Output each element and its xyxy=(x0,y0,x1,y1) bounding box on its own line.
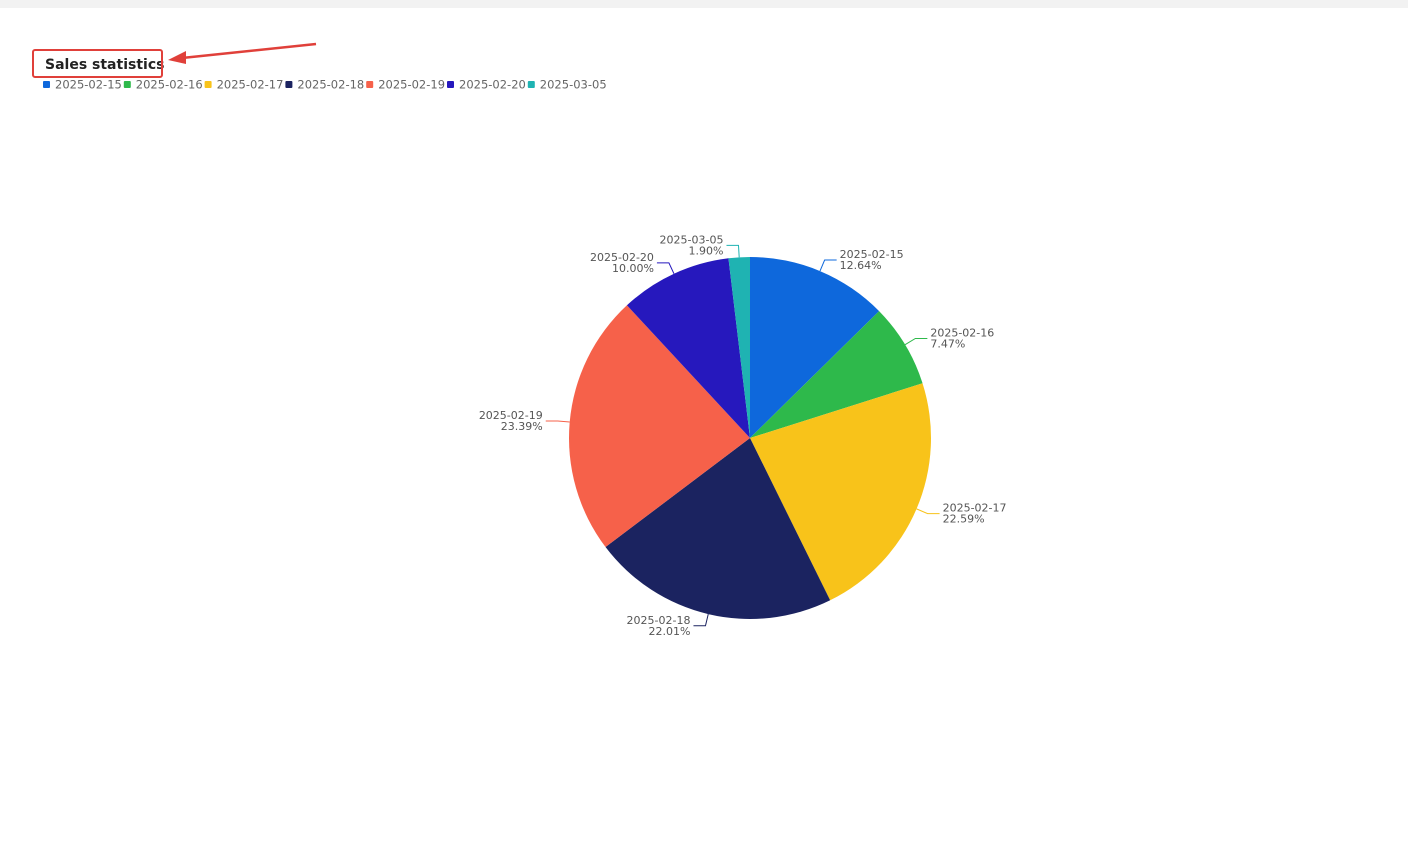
leader-line xyxy=(819,259,837,272)
top-bar xyxy=(0,0,1408,8)
slice-value: 10.00% xyxy=(612,262,654,275)
legend-label: 2025-02-20 xyxy=(459,78,526,92)
slice-label: 2025-02-16 xyxy=(930,326,994,339)
leader-line xyxy=(726,244,740,258)
highlight-box xyxy=(32,49,163,78)
pie-slice xyxy=(728,257,750,438)
leader-line xyxy=(693,614,709,627)
legend-label: 2025-02-15 xyxy=(55,78,122,92)
legend-label: 2025-02-17 xyxy=(217,78,284,92)
leader-line xyxy=(916,508,940,515)
slice-value: 7.47% xyxy=(930,337,965,350)
leader-line xyxy=(545,420,570,423)
slice-value: 22.01% xyxy=(649,625,691,638)
legend-swatch xyxy=(527,81,535,88)
pie-slice xyxy=(750,383,931,601)
legend-swatch xyxy=(123,81,131,88)
slice-value: 1.90% xyxy=(689,244,724,257)
annotation-arrow xyxy=(181,42,317,60)
slice-label: 2025-02-18 xyxy=(627,614,691,627)
chart-title: Sales statistics xyxy=(45,57,164,73)
slice-label: 2025-03-05 xyxy=(660,233,724,246)
pie-slice xyxy=(750,311,923,438)
slice-value: 12.64% xyxy=(840,259,882,272)
slice-value: 22.59% xyxy=(943,513,985,526)
legend-label: 2025-02-18 xyxy=(297,78,364,92)
legend-swatch xyxy=(285,81,293,88)
legend-label: 2025-02-16 xyxy=(136,78,203,92)
legend-swatch xyxy=(204,81,212,88)
arrow-head xyxy=(168,51,186,64)
legend-swatch xyxy=(43,81,50,88)
leader-line xyxy=(656,262,675,274)
pie-slice xyxy=(626,258,750,438)
pie-slice xyxy=(605,438,831,620)
slice-label: 2025-02-19 xyxy=(479,409,543,422)
legend-swatch xyxy=(366,81,374,88)
slice-label: 2025-02-15 xyxy=(840,248,904,261)
legend-swatch xyxy=(447,81,454,88)
pie-slice xyxy=(750,257,880,438)
legend-label: 2025-03-05 xyxy=(540,78,607,92)
legend-label: 2025-02-19 xyxy=(378,78,445,92)
slice-value: 23.39% xyxy=(501,420,543,433)
slice-label: 2025-02-17 xyxy=(943,502,1007,515)
slice-label: 2025-02-20 xyxy=(590,251,654,264)
leader-line xyxy=(904,337,928,346)
pie-slice xyxy=(569,305,750,548)
